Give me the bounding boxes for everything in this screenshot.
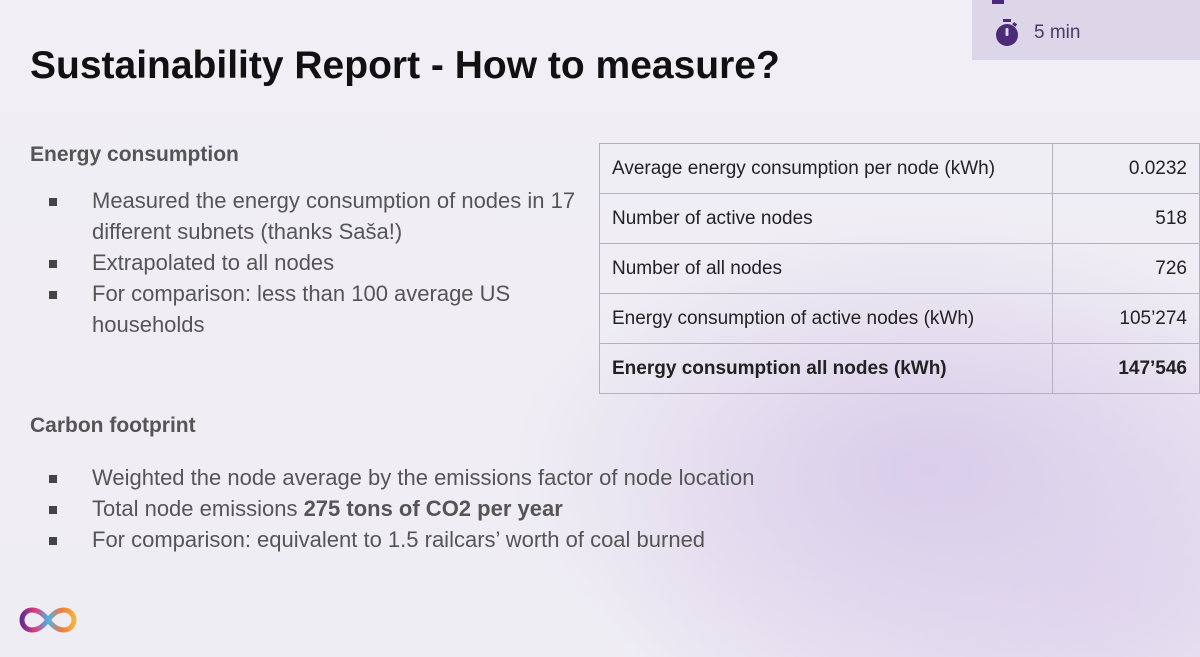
bullet-icon xyxy=(49,537,57,545)
table-total-row: Energy consumption all nodes (kWh) 147’54… xyxy=(599,343,1200,394)
list-item: Weighted the node average by the emissio… xyxy=(0,462,900,493)
bullet-icon xyxy=(49,260,57,268)
energy-heading: Energy consumption xyxy=(30,143,239,166)
carbon-heading: Carbon footprint xyxy=(30,414,196,437)
list-item: For comparison: equivalent to 1.5 railca… xyxy=(0,524,900,555)
table-row: Number of all nodes 726 xyxy=(599,243,1200,294)
table-row: Number of active nodes 518 xyxy=(599,193,1200,244)
list-item: Extrapolated to all nodes xyxy=(0,247,580,278)
list-item: Measured the energy consumption of nodes… xyxy=(0,185,580,247)
table-row: Energy consumption of active nodes (kWh)… xyxy=(599,293,1200,344)
energy-table: Average energy consumption per node (kWh… xyxy=(599,143,1200,394)
list-item: For comparison: less than 100 average US… xyxy=(0,278,580,340)
page-title: Sustainability Report - How to measure? xyxy=(30,44,780,87)
stopwatch-icon xyxy=(996,19,1018,46)
bullet-icon xyxy=(49,506,57,514)
list-item: Total node emissions 275 tons of CO2 per… xyxy=(0,493,900,524)
bullet-icon xyxy=(49,291,57,299)
bullet-icon xyxy=(49,198,57,206)
timer-top-icon xyxy=(992,0,1004,4)
energy-bullets: Measured the energy consumption of nodes… xyxy=(0,185,580,340)
bullet-icon xyxy=(49,475,57,483)
infinity-logo xyxy=(19,607,77,633)
table-row: Average energy consumption per node (kWh… xyxy=(599,143,1200,194)
carbon-bullets: Weighted the node average by the emissio… xyxy=(0,462,900,555)
timer-label: 5 min xyxy=(1034,22,1081,43)
timer-panel: 5 min xyxy=(972,0,1200,60)
